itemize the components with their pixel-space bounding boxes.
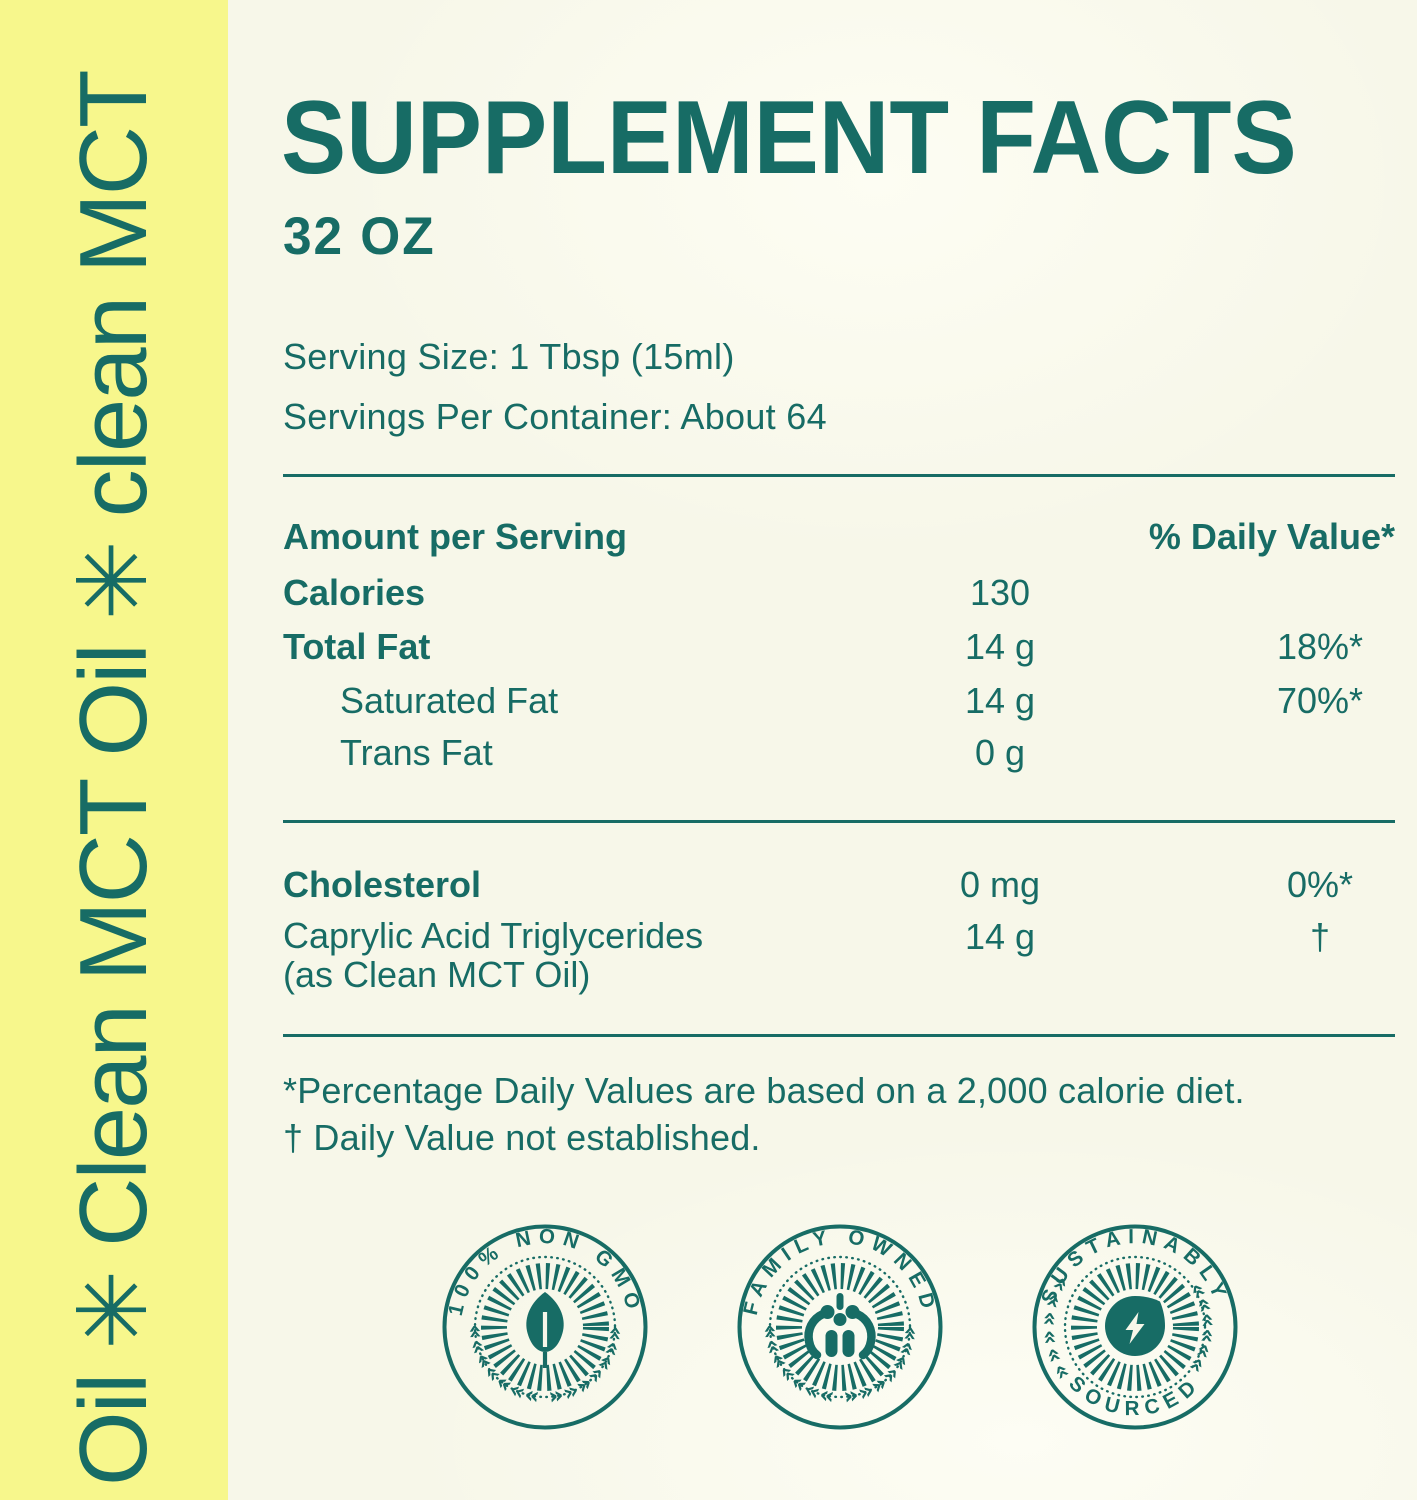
daily-value-header: % Daily Value*: [1148, 516, 1395, 557]
badge-dotted-ring: [768, 1255, 912, 1399]
rule-middle: [283, 820, 1395, 823]
table-row: Trans Fat 0 g: [283, 732, 1395, 776]
badge-family-owned: FAMILY OWNED ««««««« »»»»»»»: [737, 1224, 943, 1430]
nutrient-name: Trans Fat: [340, 732, 493, 773]
table-row: Caprylic Acid Triglycerides (as Clean MC…: [283, 916, 1395, 994]
nutrient-amount: 0 mg: [959, 864, 1041, 905]
page-title: SUPPLEMENT FACTS: [281, 80, 1297, 196]
nutrient-dv: 0%*: [1286, 864, 1354, 905]
nutrient-amount: 130: [969, 572, 1031, 613]
nutrient-dv: 18%*: [1276, 626, 1364, 667]
laurel-decoration: ««««««« »»»»»»»: [757, 1323, 924, 1410]
table-row: Cholesterol 0 mg 0%*: [283, 864, 1395, 908]
nutrient-amount: 14 g: [964, 680, 1036, 721]
side-strip-text: Oil ✳ Clean MCT Oil ✳ clean MCT: [60, 71, 167, 1486]
nutrient-amount: 14 g: [964, 916, 1036, 957]
badge-sunburst: [1071, 1263, 1199, 1391]
family-icon: [804, 1293, 876, 1360]
table-row: Total Fat 14 g 18%*: [283, 626, 1395, 670]
nutrient-name-line2: (as Clean MCT Oil): [283, 954, 591, 995]
side-strip: Oil ✳ Clean MCT Oil ✳ clean MCT: [0, 0, 228, 1500]
size-subtitle: 32 OZ: [283, 207, 436, 266]
nutrient-name: Cholesterol: [283, 864, 482, 905]
amount-per-serving-header: Amount per Serving: [283, 516, 628, 557]
leaf-icon: [526, 1292, 564, 1368]
badge-outer-ring: [1032, 1224, 1238, 1430]
serving-size-line: Serving Size: 1 Tbsp (15ml): [283, 336, 735, 377]
nutrient-dv: †: [1309, 916, 1331, 957]
nutrient-name: Total Fat: [283, 626, 431, 667]
table-header-row: Amount per Serving % Daily Value*: [283, 516, 1395, 560]
badge-dotted-ring: [1063, 1255, 1207, 1399]
badge-sunburst: [481, 1263, 609, 1391]
nutrient-name: Caprylic Acid Triglycerides (as Clean MC…: [283, 916, 703, 994]
table-row: Calories 130: [283, 572, 1395, 616]
badge-non-gmo: 100% NON GMO ««««««« »»»»»»»: [442, 1224, 648, 1430]
lightning-icon: [1105, 1296, 1165, 1356]
table-row: Saturated Fat 14 g 70%*: [283, 680, 1395, 724]
servings-per-container-line: Servings Per Container: About 64: [283, 396, 827, 437]
badge-sustainably-sourced: SUSTAINABLY SOURCED »»»»»» »»»»»»: [1032, 1224, 1238, 1430]
footnote-dagger: † Daily Value not established.: [283, 1117, 761, 1158]
nutrient-amount: 0 g: [974, 732, 1026, 773]
badge-sunburst: [776, 1263, 904, 1391]
rule-top: [283, 474, 1395, 477]
nutrient-amount: 14 g: [964, 626, 1036, 667]
badge-outer-ring: [737, 1224, 943, 1430]
badge-dotted-ring: [473, 1255, 617, 1399]
nutrient-name-line1: Caprylic Acid Triglycerides: [283, 915, 704, 956]
nutrient-name: Calories: [283, 572, 426, 613]
nutrient-name: Saturated Fat: [340, 680, 559, 721]
footnote-daily-values: *Percentage Daily Values are based on a …: [283, 1070, 1245, 1111]
rule-bottom: [283, 1034, 1395, 1037]
badge-outer-ring: [442, 1224, 648, 1430]
nutrient-dv: 70%*: [1276, 680, 1364, 721]
